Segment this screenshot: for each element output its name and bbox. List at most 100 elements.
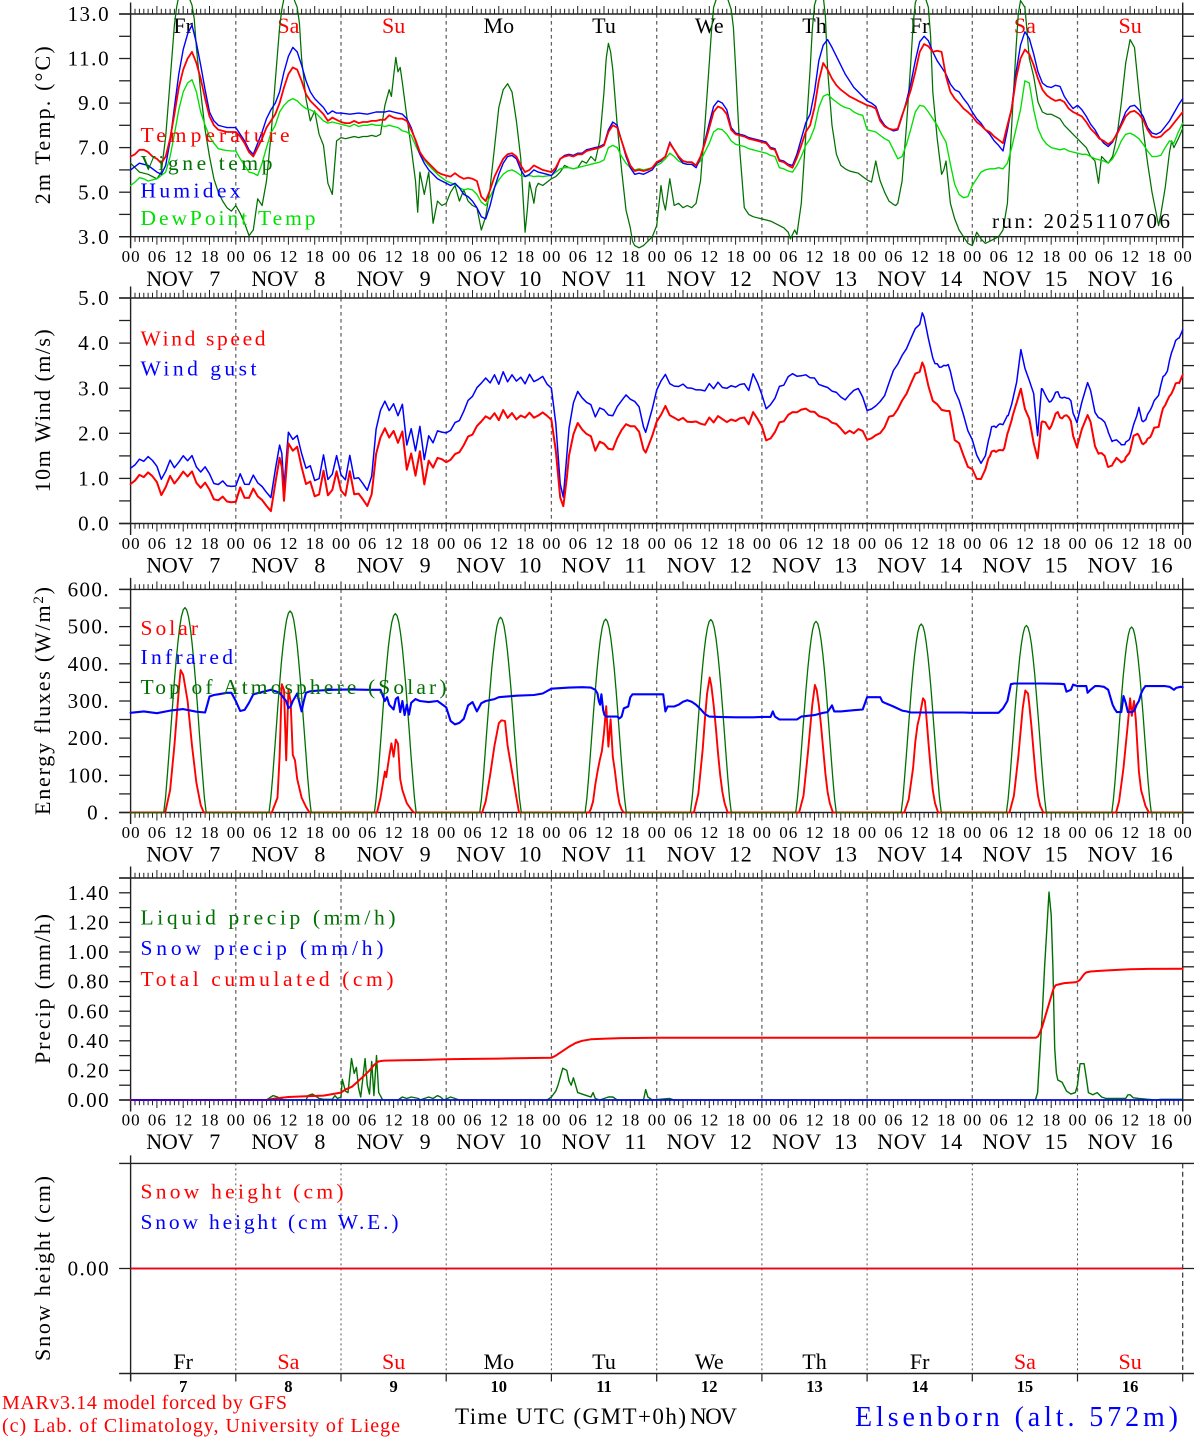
svg-text:00: 00 xyxy=(1069,1110,1087,1129)
svg-text:400.: 400. xyxy=(68,652,109,676)
svg-text:500.: 500. xyxy=(68,615,109,639)
svg-text:NOV 10: NOV 10 xyxy=(456,266,541,291)
svg-text:00: 00 xyxy=(753,534,771,553)
svg-text:06: 06 xyxy=(779,247,797,266)
svg-text:00: 00 xyxy=(648,534,666,553)
svg-text:18: 18 xyxy=(1042,1110,1060,1129)
svg-text:12: 12 xyxy=(911,534,929,553)
svg-text:Precip (mm/h): Precip (mm/h) xyxy=(30,914,55,1064)
svg-text:00: 00 xyxy=(753,247,771,266)
svg-text:18: 18 xyxy=(201,823,219,842)
svg-text:06: 06 xyxy=(674,1110,692,1129)
svg-text:Sa: Sa xyxy=(277,13,299,38)
svg-text:00: 00 xyxy=(542,534,560,553)
svg-text:1.40: 1.40 xyxy=(68,881,109,905)
svg-text:18: 18 xyxy=(306,1110,324,1129)
svg-text:Sa: Sa xyxy=(1014,1349,1036,1374)
svg-text:06: 06 xyxy=(990,1110,1008,1129)
svg-text:12: 12 xyxy=(595,823,613,842)
svg-text:18: 18 xyxy=(727,247,745,266)
svg-text:NOV 8: NOV 8 xyxy=(251,266,325,291)
svg-text:We: We xyxy=(695,1349,724,1374)
svg-text:0.80: 0.80 xyxy=(68,970,109,994)
svg-text:NOV 13: NOV 13 xyxy=(772,842,857,867)
svg-text:12: 12 xyxy=(701,1377,718,1396)
svg-text:06: 06 xyxy=(674,823,692,842)
svg-text:00: 00 xyxy=(1174,1110,1192,1129)
svg-text:12: 12 xyxy=(385,247,403,266)
svg-text:12: 12 xyxy=(806,534,824,553)
svg-text:06: 06 xyxy=(1095,823,1113,842)
svg-text:NOV 12: NOV 12 xyxy=(667,553,752,578)
svg-text:00: 00 xyxy=(963,1110,981,1129)
svg-text:NOV 15: NOV 15 xyxy=(982,1129,1067,1154)
svg-text:1.00: 1.00 xyxy=(68,940,109,964)
svg-text:06: 06 xyxy=(1095,1110,1113,1129)
svg-text:12: 12 xyxy=(1016,534,1034,553)
svg-text:12: 12 xyxy=(1016,1110,1034,1129)
svg-text:06: 06 xyxy=(569,1110,587,1129)
svg-text:300.: 300. xyxy=(68,689,109,713)
svg-text:NOV 9: NOV 9 xyxy=(357,1129,431,1154)
svg-text:18: 18 xyxy=(516,534,534,553)
svg-text:12: 12 xyxy=(279,247,297,266)
svg-text:12: 12 xyxy=(1121,1110,1139,1129)
svg-text:Sa: Sa xyxy=(277,1349,299,1374)
svg-text:00: 00 xyxy=(1069,823,1087,842)
svg-text:00: 00 xyxy=(437,534,455,553)
svg-text:12: 12 xyxy=(279,1110,297,1129)
svg-text:18: 18 xyxy=(411,1110,429,1129)
svg-text:00: 00 xyxy=(858,1110,876,1129)
svg-text:06: 06 xyxy=(358,247,376,266)
svg-text:NOV 7: NOV 7 xyxy=(146,553,220,578)
svg-text:18: 18 xyxy=(937,247,955,266)
svg-text:18: 18 xyxy=(937,823,955,842)
svg-text:12: 12 xyxy=(1016,823,1034,842)
svg-text:NOV 13: NOV 13 xyxy=(772,553,857,578)
svg-text:18: 18 xyxy=(201,534,219,553)
svg-text:18: 18 xyxy=(621,823,639,842)
svg-text:00: 00 xyxy=(437,1110,455,1129)
svg-text:0.00: 0.00 xyxy=(68,1088,109,1112)
svg-text:06: 06 xyxy=(358,1110,376,1129)
svg-text:Su: Su xyxy=(1118,13,1141,38)
svg-text:NOV 8: NOV 8 xyxy=(251,553,325,578)
svg-text:00: 00 xyxy=(858,247,876,266)
svg-text:00: 00 xyxy=(963,534,981,553)
svg-text:00: 00 xyxy=(122,534,140,553)
svg-text:12: 12 xyxy=(806,1110,824,1129)
svg-text:Su: Su xyxy=(382,13,405,38)
svg-text:18: 18 xyxy=(621,534,639,553)
svg-text:We: We xyxy=(695,13,724,38)
svg-text:10m Wind (m/s): 10m Wind (m/s) xyxy=(30,329,55,492)
svg-text:NOV 9: NOV 9 xyxy=(357,553,431,578)
svg-text:12: 12 xyxy=(700,823,718,842)
svg-text:12: 12 xyxy=(174,823,192,842)
svg-text:00: 00 xyxy=(122,1110,140,1129)
svg-text:Th: Th xyxy=(802,1349,826,1374)
svg-text:NOV 14: NOV 14 xyxy=(877,553,962,578)
svg-text:NOV 11: NOV 11 xyxy=(562,1129,647,1154)
svg-text:18: 18 xyxy=(937,534,955,553)
svg-text:12: 12 xyxy=(385,534,403,553)
svg-text:18: 18 xyxy=(832,247,850,266)
svg-text:00: 00 xyxy=(1174,247,1192,266)
svg-text:2m Temp. (°C): 2m Temp. (°C) xyxy=(30,46,55,204)
svg-text:12: 12 xyxy=(279,823,297,842)
svg-text:Elsenborn (alt. 572m): Elsenborn (alt. 572m) xyxy=(855,1402,1178,1433)
svg-text:06: 06 xyxy=(569,247,587,266)
svg-text:NOV 11: NOV 11 xyxy=(562,842,647,867)
svg-text:06: 06 xyxy=(779,823,797,842)
svg-text:06: 06 xyxy=(674,534,692,553)
svg-text:12: 12 xyxy=(595,534,613,553)
svg-text:15: 15 xyxy=(1017,1377,1034,1396)
svg-text:Su: Su xyxy=(382,1349,405,1374)
svg-text:18: 18 xyxy=(1147,247,1165,266)
svg-text:18: 18 xyxy=(201,1110,219,1129)
svg-text:0.0: 0.0 xyxy=(78,512,109,536)
svg-text:1.20: 1.20 xyxy=(68,911,109,935)
svg-text:00: 00 xyxy=(1174,534,1192,553)
svg-text:NOV 16: NOV 16 xyxy=(1088,842,1173,867)
svg-text:NOV 16: NOV 16 xyxy=(1088,1129,1173,1154)
svg-text:Fr: Fr xyxy=(173,1349,193,1374)
